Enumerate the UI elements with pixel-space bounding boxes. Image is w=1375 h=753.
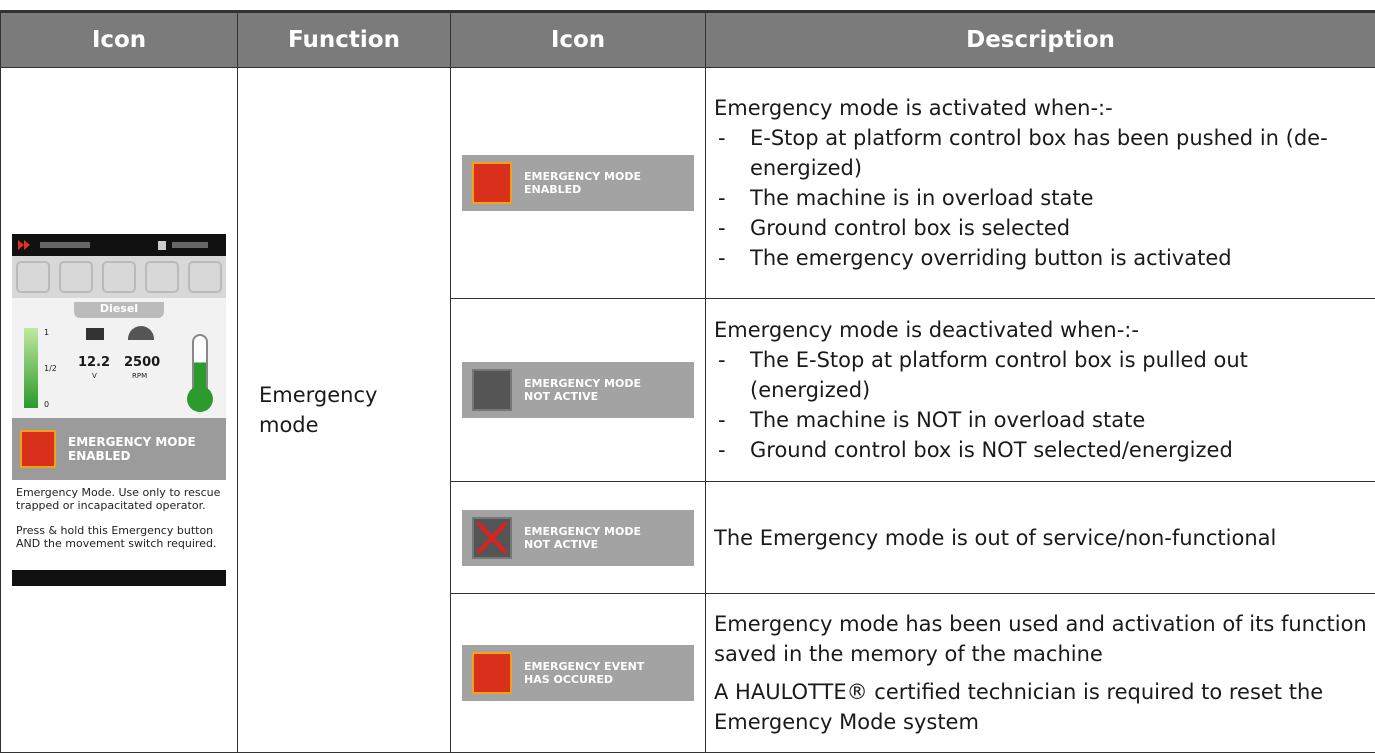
- status-icons: [12, 256, 226, 298]
- badge-text: NOT ACTIVE: [524, 538, 641, 551]
- function: Emergency mode: [238, 68, 451, 753]
- note: Emergency Mode. Use only to rescue trapp…: [16, 486, 222, 512]
- voltage-unit: V: [92, 370, 97, 383]
- bullet: The machine is in overload state: [714, 183, 1367, 213]
- screen-cell: Diesel 1 1/2 0 12.2 V 2500 RPM EMERGENCY…: [1, 68, 238, 753]
- screen: Diesel 1 1/2 0 12.2 V 2500 RPM EMERGENCY…: [12, 234, 226, 586]
- note: Press & hold this Emergency button AND t…: [16, 524, 222, 550]
- header: Icon: [1, 12, 238, 68]
- bottom-bar: [12, 570, 226, 586]
- header: Icon: [451, 12, 706, 68]
- paragraph: Emergency mode is deactivated when-:-: [714, 315, 1367, 345]
- bullet: Ground control box is NOT selected/energ…: [714, 435, 1367, 465]
- badge-text: ENABLED: [524, 183, 641, 196]
- badge-text: EMERGENCY MODE: [524, 525, 641, 538]
- bullet: The E-Stop at platform control box is pu…: [714, 345, 1367, 405]
- gauge-label: 1/2: [44, 362, 57, 375]
- paragraph: The Emergency mode is out of service/non…: [714, 523, 1367, 553]
- header-row: Icon Function Icon Description: [1, 12, 1375, 68]
- badge-text: EMERGENCY MODE: [524, 170, 641, 183]
- voltage: 12.2: [78, 356, 110, 369]
- header: Function: [238, 12, 451, 68]
- description: Emergency mode has been used and activat…: [706, 594, 1375, 753]
- bullet: The machine is NOT in overload state: [714, 405, 1367, 435]
- paragraph: Emergency mode has been used and activat…: [714, 609, 1367, 669]
- badge-text: HAS OCCURED: [524, 673, 644, 686]
- header: Description: [706, 12, 1375, 68]
- bullet: The emergency overriding button is activ…: [714, 243, 1367, 273]
- bullet: E-Stop at platform control box has been …: [714, 123, 1367, 183]
- paragraph: Emergency mode is activated when-:-: [714, 93, 1367, 123]
- rpm-unit: RPM: [132, 370, 147, 383]
- badge-text: EMERGENCY EVENT: [524, 660, 644, 673]
- top-bar: [12, 234, 226, 256]
- badge-text: EMERGENCY MODE: [524, 377, 641, 390]
- banner-text: EMERGENCY MODE: [68, 435, 196, 449]
- description: The Emergency mode is out of service/non…: [706, 482, 1375, 594]
- dashboard: Diesel 1 1/2 0 12.2 V 2500 RPM: [12, 298, 226, 418]
- banner-text: ENABLED: [68, 449, 196, 463]
- fuel-type: Diesel: [74, 302, 164, 318]
- notes: Emergency Mode. Use only to rescue trapp…: [12, 480, 226, 570]
- bullet: Ground control box is selected: [714, 213, 1367, 243]
- rpm: 2500: [124, 356, 160, 369]
- description: Emergency mode is activated when-:- E-St…: [706, 68, 1375, 299]
- gauge-label: 0: [44, 398, 49, 411]
- gauge-label: 1: [44, 326, 49, 339]
- description: Emergency mode is deactivated when-:- Th…: [706, 299, 1375, 482]
- icon-table: Icon Function Icon Description Diesel 1 …: [0, 10, 1375, 753]
- paragraph: A HAULOTTE® certified technician is requ…: [714, 677, 1367, 737]
- badge-text: NOT ACTIVE: [524, 390, 641, 403]
